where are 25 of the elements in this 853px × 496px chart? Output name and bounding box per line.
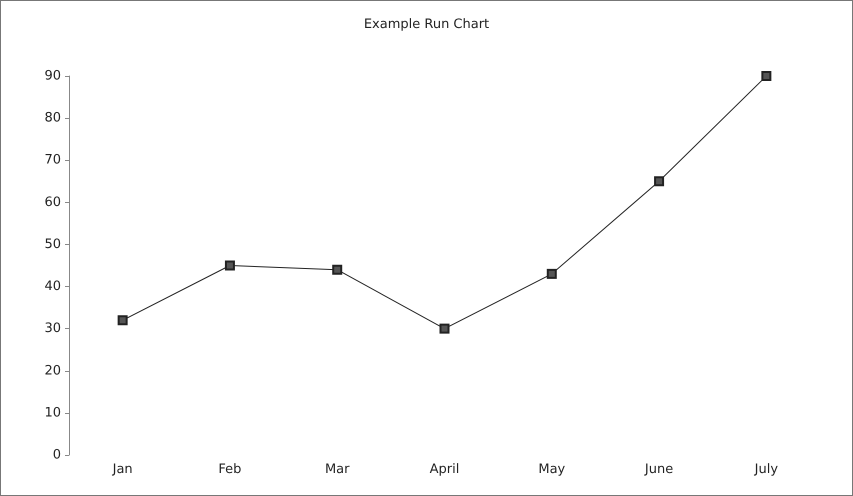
point bbox=[546, 268, 557, 279]
y-tick-label: 60 bbox=[44, 194, 61, 210]
y-tick-label: 30 bbox=[44, 321, 61, 336]
y-tick-label: 40 bbox=[44, 279, 61, 294]
y-tick-label: 50 bbox=[44, 236, 61, 252]
y-tick-label: 70 bbox=[44, 152, 61, 168]
y-tick-label: 80 bbox=[44, 110, 61, 126]
x-tick-label: June bbox=[644, 462, 674, 477]
x-tick-label: Jan bbox=[112, 462, 133, 477]
point bbox=[118, 315, 128, 326]
y-tick-label: 20 bbox=[44, 363, 61, 378]
x-tick-label: Mar bbox=[324, 462, 350, 477]
point bbox=[224, 260, 235, 270]
x-tick-label: April bbox=[430, 462, 460, 477]
chart-title: Example Run Chart bbox=[364, 17, 490, 32]
x-tick-label: Feb bbox=[218, 462, 242, 477]
y-tick-label: 90 bbox=[44, 68, 61, 84]
point bbox=[654, 176, 664, 186]
point bbox=[761, 71, 772, 81]
y-tick-label: 0 bbox=[52, 448, 61, 462]
x-tick-label: May bbox=[538, 462, 566, 477]
y-tick-label: 10 bbox=[44, 405, 61, 420]
x-tick-label: July bbox=[754, 462, 778, 477]
point bbox=[332, 264, 342, 275]
point bbox=[440, 324, 450, 334]
